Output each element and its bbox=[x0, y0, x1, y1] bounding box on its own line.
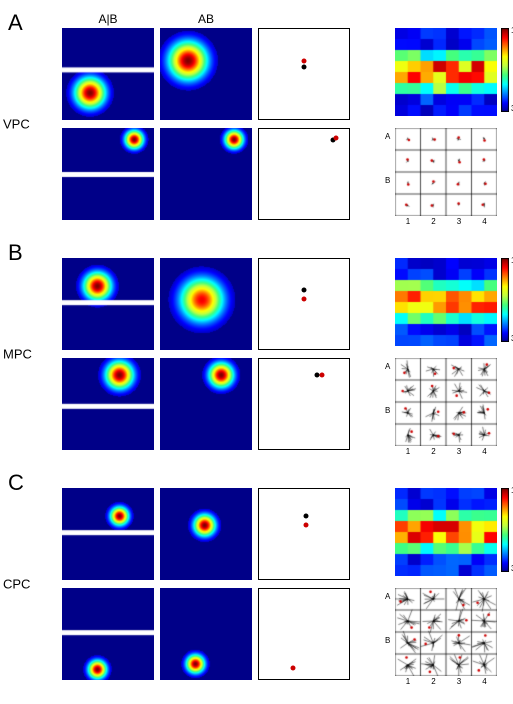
centroid-dot bbox=[291, 666, 296, 671]
vector-grid-col-label: 3 bbox=[457, 217, 461, 226]
vector-grid-col-label: 2 bbox=[431, 677, 435, 686]
centroid-plot bbox=[258, 588, 350, 680]
centroid-dot bbox=[333, 136, 338, 141]
vector-grid-col-label: 2 bbox=[431, 447, 435, 456]
centroid-plot bbox=[258, 128, 350, 220]
panel-label-A: A bbox=[8, 10, 23, 36]
heatmap-ab-sep bbox=[62, 588, 154, 680]
heatmap-ab-sep bbox=[62, 358, 154, 450]
vector-grid bbox=[395, 588, 497, 676]
centroid-dot bbox=[302, 64, 307, 69]
centroid-dot bbox=[303, 514, 308, 519]
figure-root: AA|BABVPC153Vector length(cm)AB1234BMPC1… bbox=[0, 0, 513, 704]
centroid-dot bbox=[314, 373, 319, 378]
heatmap-ab bbox=[160, 488, 252, 580]
centroid-plot bbox=[258, 28, 350, 120]
vector-grid-row-label: B bbox=[385, 176, 390, 185]
vector-grid-col-label: 4 bbox=[482, 677, 486, 686]
vector-grid-row-label: A bbox=[385, 132, 390, 141]
colorbar bbox=[501, 258, 509, 342]
vector-grid-row-label: A bbox=[385, 592, 390, 601]
heatmap-ab bbox=[160, 588, 252, 680]
vector-grid-col-label: 1 bbox=[406, 217, 410, 226]
panel-label-B: B bbox=[8, 240, 23, 266]
heatmap-ab-sep bbox=[62, 488, 154, 580]
vector-length-heatmap bbox=[395, 28, 497, 116]
vector-length-heatmap bbox=[395, 488, 497, 576]
heatmap-ab bbox=[160, 358, 252, 450]
centroid-plot bbox=[258, 258, 350, 350]
centroid-plot bbox=[258, 488, 350, 580]
vector-grid-col-label: 3 bbox=[457, 447, 461, 456]
colorbar bbox=[501, 28, 509, 112]
centroid-plot bbox=[258, 358, 350, 450]
vector-grid-col-label: 4 bbox=[482, 447, 486, 456]
vector-grid-row-label: A bbox=[385, 362, 390, 371]
heatmap-ab bbox=[160, 128, 252, 220]
heatmap-ab-sep bbox=[62, 28, 154, 120]
centroid-dot bbox=[302, 287, 307, 292]
heatmap-ab-sep bbox=[62, 128, 154, 220]
vector-grid bbox=[395, 358, 497, 446]
vector-grid-col-label: 1 bbox=[406, 677, 410, 686]
row-label-mpc: MPC bbox=[3, 347, 32, 362]
heatmap-ab bbox=[160, 258, 252, 350]
vector-grid-row-label: B bbox=[385, 406, 390, 415]
vector-grid-col-label: 4 bbox=[482, 217, 486, 226]
row-label-vpc: VPC bbox=[3, 117, 30, 132]
centroid-dot bbox=[302, 59, 307, 64]
centroid-dot bbox=[320, 373, 325, 378]
centroid-dot bbox=[302, 296, 307, 301]
vector-grid-row-label: B bbox=[385, 636, 390, 645]
row-label-cpc: CPC bbox=[3, 577, 30, 592]
vector-length-heatmap bbox=[395, 258, 497, 346]
heatmap-ab bbox=[160, 28, 252, 120]
vector-grid-col-label: 3 bbox=[457, 677, 461, 686]
centroid-dot bbox=[303, 523, 308, 528]
vector-grid-col-label: 2 bbox=[431, 217, 435, 226]
panel-label-C: C bbox=[8, 470, 24, 496]
vector-grid-col-label: 1 bbox=[406, 447, 410, 456]
heatmap-ab-sep bbox=[62, 258, 154, 350]
colorbar bbox=[501, 488, 509, 572]
col-header-ab: AB bbox=[160, 12, 252, 26]
col-header-a-sep-b: A|B bbox=[62, 12, 154, 26]
vector-grid bbox=[395, 128, 497, 216]
